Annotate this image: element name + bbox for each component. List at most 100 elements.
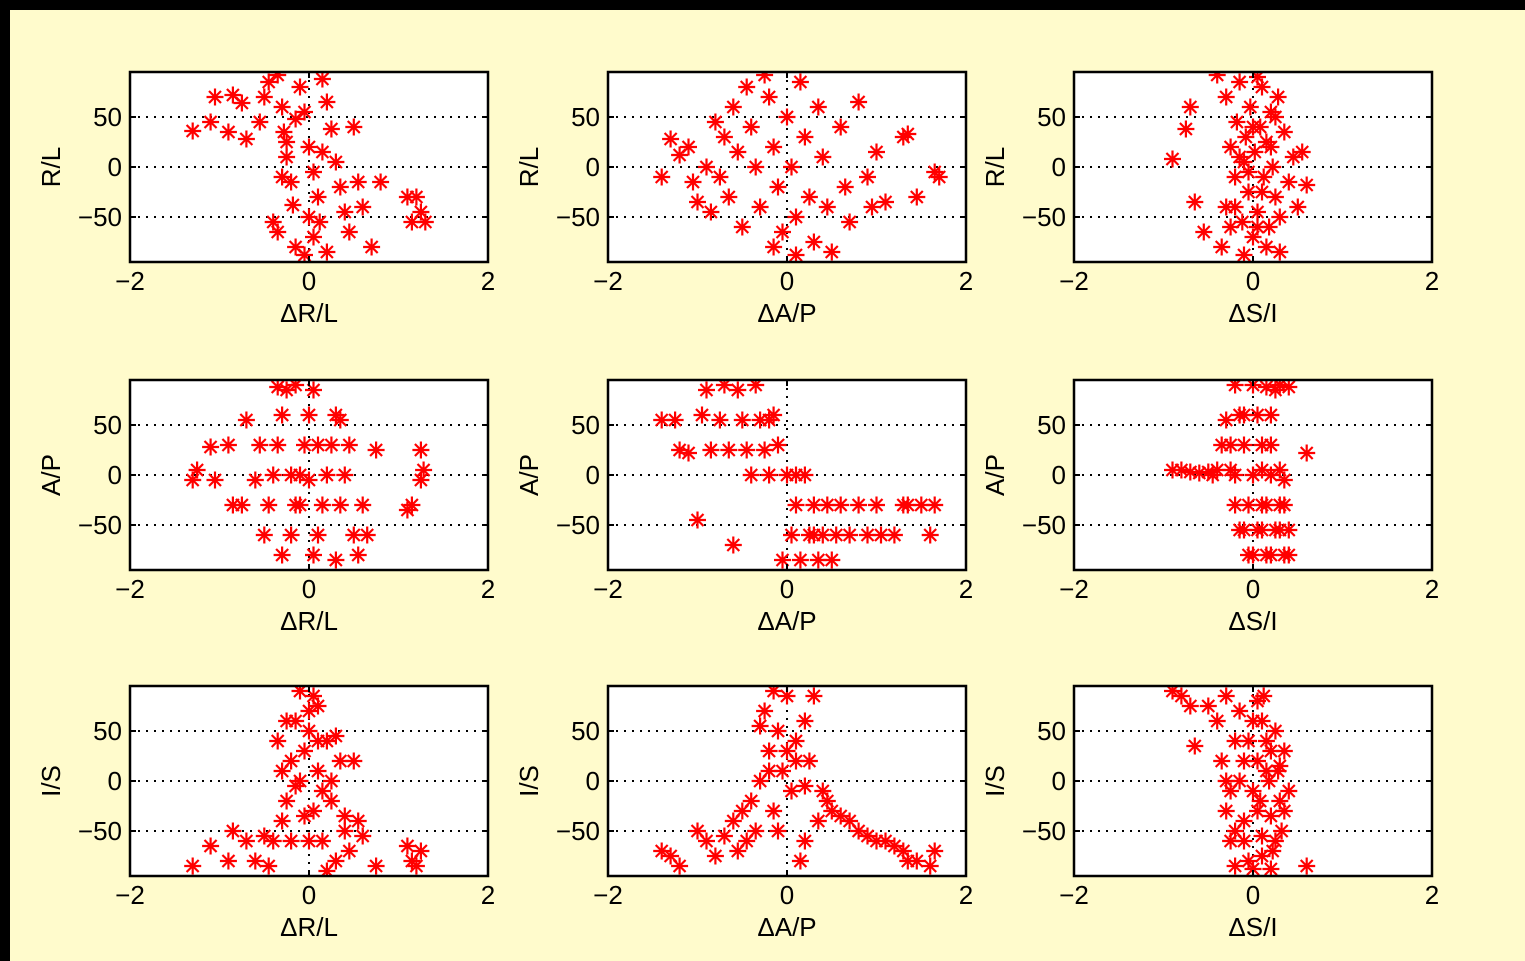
data-point <box>742 118 760 136</box>
x-axis-label: ΔA/P <box>757 298 816 328</box>
data-point <box>756 441 774 459</box>
data-point <box>327 727 345 745</box>
data-point <box>331 496 349 514</box>
data-point <box>774 551 791 569</box>
y-axis-label: I/S <box>980 765 1010 797</box>
data-point <box>715 128 733 146</box>
data-point <box>318 466 336 484</box>
data-point <box>313 496 331 514</box>
data-point <box>1217 411 1235 429</box>
data-point <box>1298 857 1316 875</box>
markers <box>653 380 944 569</box>
y-tick-label: −50 <box>78 510 122 540</box>
x-tick-label: −2 <box>1059 880 1089 910</box>
data-point <box>653 168 671 186</box>
data-point <box>264 832 282 850</box>
data-point <box>331 178 349 196</box>
data-point <box>1231 521 1249 539</box>
x-tick-label: −2 <box>593 266 623 296</box>
data-point <box>309 762 327 780</box>
data-point <box>202 113 220 131</box>
data-point <box>724 536 742 554</box>
data-point <box>769 436 787 454</box>
data-point <box>1213 752 1231 770</box>
data-point <box>756 72 774 84</box>
data-point <box>349 173 367 191</box>
data-point <box>340 842 358 860</box>
x-axis-label: ΔA/P <box>757 606 816 636</box>
data-point <box>349 546 367 564</box>
data-point <box>698 381 715 399</box>
data-point <box>921 857 939 875</box>
x-tick-label: 0 <box>1246 880 1260 910</box>
data-point <box>1240 183 1257 201</box>
data-point <box>832 496 850 514</box>
data-point <box>1253 461 1271 479</box>
data-point <box>354 198 372 216</box>
y-tick-label: −50 <box>1022 816 1066 846</box>
data-point <box>747 158 765 176</box>
y-tick-label: −50 <box>78 202 122 232</box>
data-point <box>805 687 823 705</box>
data-point <box>1226 168 1244 186</box>
data-point <box>818 496 836 514</box>
data-point <box>260 496 278 514</box>
data-point <box>1226 496 1244 514</box>
x-axis-label: ΔS/I <box>1228 606 1277 636</box>
data-point <box>219 123 237 141</box>
data-point <box>251 113 269 131</box>
data-point <box>1208 712 1226 730</box>
data-point <box>1266 108 1284 126</box>
data-point <box>841 213 859 231</box>
data-point <box>859 168 876 186</box>
x-axis-label: ΔS/I <box>1228 298 1277 328</box>
y-tick-label: 0 <box>1052 152 1066 182</box>
data-point <box>787 246 805 262</box>
x-axis-label: ΔA/P <box>757 912 816 942</box>
data-point <box>680 444 697 462</box>
x-tick-label: −2 <box>115 266 145 296</box>
data-point <box>269 223 287 241</box>
y-axis-label: I/S <box>514 765 544 797</box>
data-point <box>1257 546 1275 564</box>
data-point <box>1275 546 1293 564</box>
data-point <box>327 852 345 870</box>
data-point <box>894 842 912 860</box>
x-tick-label: 0 <box>302 266 316 296</box>
data-point <box>296 742 313 760</box>
subplot-5: −2 0 2 50 0 −50 ΔA/P A/P <box>514 378 973 636</box>
data-point <box>1266 722 1284 740</box>
data-point <box>729 381 747 399</box>
data-point <box>407 857 425 875</box>
data-point <box>318 93 336 111</box>
data-point <box>313 72 331 88</box>
data-point <box>689 511 706 529</box>
data-point <box>805 526 823 544</box>
data-point <box>188 461 206 479</box>
data-point <box>354 496 372 514</box>
data-point <box>269 72 287 84</box>
x-tick-label: 2 <box>481 266 495 296</box>
data-point <box>899 125 917 143</box>
data-point <box>1275 742 1293 760</box>
data-point <box>1271 496 1289 514</box>
data-point <box>921 526 939 544</box>
data-point <box>1293 143 1311 161</box>
data-point <box>1262 742 1280 760</box>
y-tick-label: −50 <box>556 202 600 232</box>
data-point <box>1240 732 1257 750</box>
y-tick-label: −50 <box>1022 510 1066 540</box>
data-point <box>809 812 827 830</box>
data-point <box>1266 832 1284 850</box>
data-point <box>264 466 282 484</box>
data-point <box>1280 380 1298 396</box>
data-point <box>832 807 850 825</box>
data-point <box>1249 692 1266 710</box>
data-point <box>1298 176 1316 194</box>
data-point <box>1262 436 1280 454</box>
data-point <box>246 852 264 870</box>
data-point <box>742 792 760 810</box>
data-point <box>1269 88 1287 106</box>
data-point <box>1177 120 1195 138</box>
data-point <box>278 712 296 730</box>
